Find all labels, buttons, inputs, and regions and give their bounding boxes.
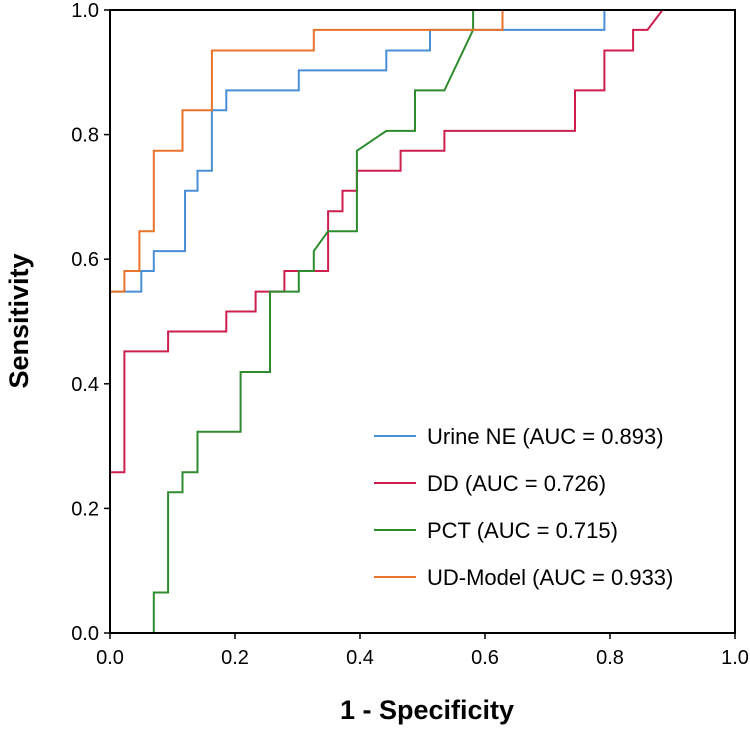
ticks-layer: 0.0 0.2 0.4 0.6 0.8 1.0 0.0 0.2 0.4 0.6 0.8 1.0 <box>71 0 749 669</box>
x-tick-label: 0.6 <box>471 647 499 669</box>
legend-label-2: PCT (AUC = 0.715) <box>427 518 618 543</box>
x-tick-label: 0.2 <box>221 647 249 669</box>
series-line-1 <box>109 9 735 633</box>
x-tick-label: 1.0 <box>721 647 749 669</box>
legend-label-1: DD (AUC = 0.726) <box>427 471 606 496</box>
x-tick-label: 0.4 <box>346 647 374 669</box>
y-tick-label: 0.6 <box>71 249 99 271</box>
legend: Urine NE (AUC = 0.893) DD (AUC = 0.726) PC… <box>374 424 673 590</box>
plot-frame <box>109 9 736 634</box>
curves-layer <box>109 9 735 634</box>
series-line-0 <box>109 9 735 633</box>
x-axis-title: 1 - Specificity <box>340 695 514 725</box>
y-tick-label: 1.0 <box>71 0 99 22</box>
x-tick-label: 0.8 <box>596 647 624 669</box>
y-tick-label: 0.2 <box>71 498 99 520</box>
y-tick-label: 0.4 <box>71 374 99 396</box>
x-tick-label: 0.0 <box>96 647 124 669</box>
series-line-2 <box>110 9 735 634</box>
legend-label-3: UD-Model (AUC = 0.933) <box>427 565 673 590</box>
y-tick-label: 0.0 <box>71 623 99 645</box>
series-line-3 <box>109 9 735 633</box>
legend-label-0: Urine NE (AUC = 0.893) <box>427 424 664 449</box>
y-tick-label: 0.8 <box>71 125 99 147</box>
y-axis-title: Sensitivity <box>4 253 34 388</box>
